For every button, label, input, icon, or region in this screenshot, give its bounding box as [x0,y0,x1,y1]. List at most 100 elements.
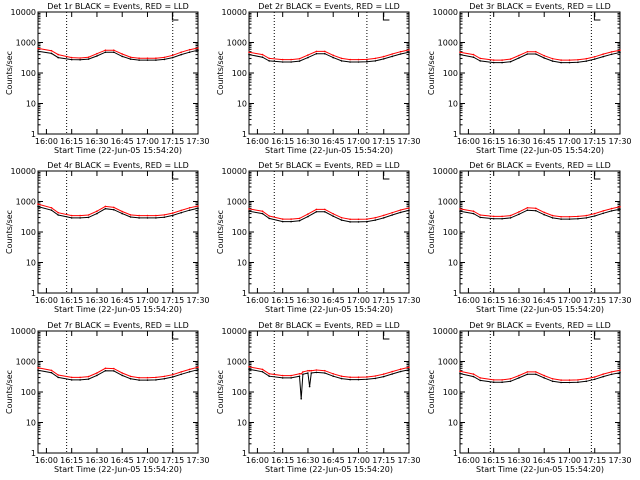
data-point [180,51,182,53]
data-point [261,368,264,371]
data-point [349,61,351,63]
y-tick-label: 100 [443,388,458,397]
data-point [543,377,545,379]
x-tick-label: 16:30 [296,456,319,465]
y-tick-label: 100 [443,228,458,237]
x-tick-label: 16:00 [246,137,269,146]
data-point [535,371,537,373]
chart-title: Det 7r BLACK = Events, RED = LLD [47,321,189,330]
data-point [340,60,343,62]
data-point [290,218,292,220]
data-point [472,375,475,378]
data-point [619,51,621,54]
x-tick-label: 16:00 [35,296,58,305]
data-point [543,211,545,214]
data-point [310,369,313,372]
y-tick-label: 10 [26,259,36,268]
data-point [197,368,199,371]
data-point [479,57,482,60]
data-point [619,49,621,51]
plot-frame [248,170,410,294]
x-tick-label: 17:00 [136,137,159,146]
data-point [340,219,343,221]
x-tick-label: 16:30 [85,296,108,305]
data-point [382,214,385,217]
data-point [340,375,343,378]
data-point [104,369,107,372]
data-point [261,212,264,215]
data-point [399,211,402,214]
data-point [593,56,596,58]
corner-marker [171,172,179,180]
data-point [138,57,140,59]
data-point [324,50,326,53]
data-point [70,214,73,217]
data-point [501,381,503,384]
x-tick-label: 16:30 [85,137,108,146]
data-point [374,377,377,380]
x-tick-label: 16:15 [482,456,505,465]
data-point [382,55,385,58]
x-axis-label: Start Time (22-Jun-05 15:54:20) [476,305,604,314]
data-point [568,59,571,61]
data-point [560,218,562,220]
data-point [113,51,115,53]
data-point [70,56,73,59]
data-point [163,214,166,216]
y-tick-label: 1 [31,449,36,458]
data-point [50,209,53,211]
data-point [302,371,304,373]
data-point [129,214,132,216]
plot-frame [459,11,621,135]
y-tick-label: 10 [448,259,458,268]
data-point [290,58,292,61]
data-point [129,375,132,378]
x-tick-label: 17:15 [372,296,395,305]
data-point [366,60,368,63]
data-point [50,369,53,372]
data-point [472,53,475,56]
data-point [121,372,123,374]
data-point [268,217,271,220]
data-point [577,381,579,384]
y-tick-label: 10000 [222,327,247,336]
data-point [146,59,149,61]
x-tick-label: 16:15 [271,456,294,465]
data-point [472,56,475,58]
data-point [585,378,588,380]
data-point [324,211,326,213]
y-tick-label: 1 [453,130,458,139]
data-point [57,53,59,56]
chart-title: Det 4r BLACK = Events, RED = LLD [47,161,189,170]
data-point [70,58,73,61]
data-point [171,54,174,57]
data-point [70,217,73,219]
x-tick-label: 17:15 [583,456,606,465]
chart-title: Det 9r BLACK = Events, RED = LLD [469,321,611,330]
data-point [79,376,81,379]
data-point [138,376,140,379]
data-point [602,53,604,55]
data-point [87,378,90,380]
x-axis-label: Start Time (22-Jun-05 15:54:20) [54,305,182,314]
chart-title: Det 3r BLACK = Events, RED = LLD [469,2,611,11]
data-point [560,381,562,384]
x-tick-label: 16:00 [457,456,480,465]
data-point [268,215,271,217]
x-tick-label: 16:30 [85,456,108,465]
y-tick-label: 10 [448,100,458,109]
data-point [568,218,571,220]
plot-frame [459,330,621,454]
data-point [197,47,199,49]
corner-marker [593,332,601,340]
x-tick-label: 17:15 [161,296,184,305]
data-point [332,373,335,375]
data-point [577,61,579,64]
data-point [163,378,166,380]
data-point [399,53,402,55]
data-point [332,213,335,215]
x-axis-label: Start Time (22-Jun-05 15:54:20) [265,146,393,155]
data-point [408,207,410,209]
data-point [298,375,301,378]
data-point [79,217,81,219]
